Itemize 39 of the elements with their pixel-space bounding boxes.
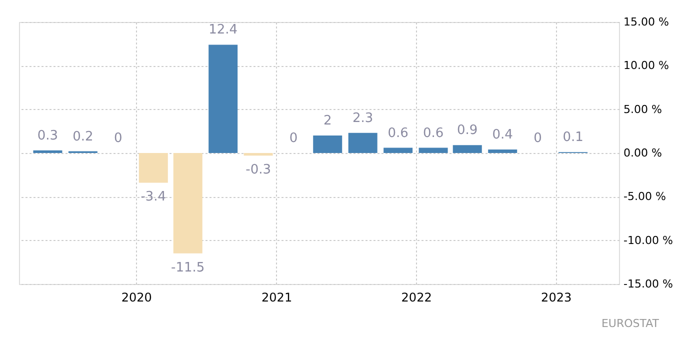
bar xyxy=(173,153,202,254)
y-tick-label: 5.00 % xyxy=(624,102,662,116)
y-tick-label: -10.00 % xyxy=(624,234,673,247)
bar xyxy=(33,150,62,153)
data-label: -0.3 xyxy=(246,162,271,178)
data-label: 0.6 xyxy=(422,126,444,141)
data-label: 12.4 xyxy=(208,22,238,38)
bar xyxy=(452,145,482,153)
data-label: 2 xyxy=(323,114,332,129)
data-label: 0 xyxy=(289,131,298,146)
data-label: 0 xyxy=(114,131,122,146)
data-label: 0.2 xyxy=(72,129,94,144)
data-label: 0.6 xyxy=(388,126,408,141)
bar xyxy=(244,153,273,156)
bar xyxy=(418,148,448,153)
data-label: 0.9 xyxy=(457,123,478,138)
x-tick-label: 2022 xyxy=(401,290,432,304)
y-tick-label: 10.00 % xyxy=(624,59,669,72)
data-label: 0.3 xyxy=(37,128,58,144)
data-label: 0.4 xyxy=(492,128,513,143)
data-label: 0.1 xyxy=(562,130,584,146)
x-tick-label: 2020 xyxy=(121,290,152,304)
y-tick-label: -5.00 % xyxy=(624,190,666,204)
data-label: -3.4 xyxy=(140,190,166,205)
y-tick-label: 15.00 % xyxy=(624,16,669,28)
x-tick-label: 2023 xyxy=(541,290,572,304)
bar xyxy=(348,132,378,153)
bar xyxy=(138,153,168,183)
bar xyxy=(384,148,413,153)
y-tick-label: 0.00 % xyxy=(624,146,662,160)
bar xyxy=(488,150,518,153)
text: EUROSTAT xyxy=(601,317,660,330)
data-label: 0 xyxy=(534,131,542,146)
x-tick-label: 2021 xyxy=(262,290,292,304)
data-label: -11.5 xyxy=(171,260,205,276)
data-label: 2.3 xyxy=(352,110,374,126)
bar xyxy=(208,44,238,153)
bar xyxy=(313,136,342,153)
y-tick-label: -15.00 % xyxy=(624,278,673,290)
